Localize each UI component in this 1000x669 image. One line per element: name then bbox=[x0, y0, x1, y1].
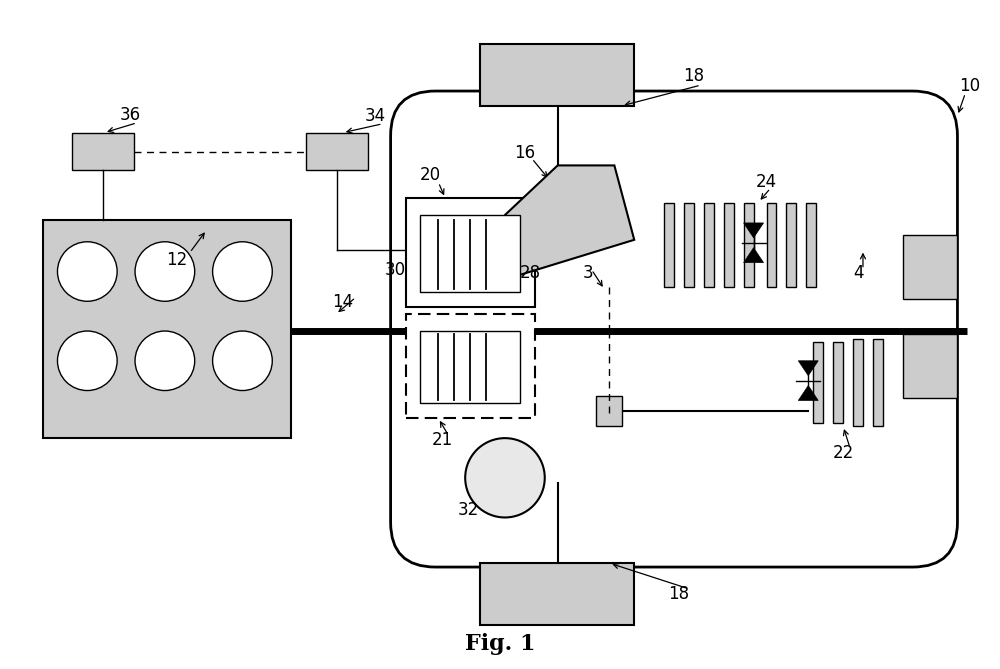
Bar bbox=[684, 203, 694, 288]
Polygon shape bbox=[505, 165, 634, 280]
Text: 4: 4 bbox=[853, 264, 863, 282]
FancyBboxPatch shape bbox=[391, 91, 957, 567]
Bar bbox=[420, 331, 520, 403]
Text: 30: 30 bbox=[385, 260, 406, 278]
Text: 14: 14 bbox=[332, 293, 353, 311]
Bar bbox=[853, 339, 863, 426]
Text: 10: 10 bbox=[959, 77, 980, 95]
Text: 18: 18 bbox=[668, 585, 690, 603]
Bar bbox=[406, 314, 535, 418]
Bar bbox=[903, 334, 957, 399]
Bar bbox=[903, 235, 957, 299]
Bar bbox=[72, 132, 134, 171]
Circle shape bbox=[135, 242, 195, 301]
Bar bbox=[813, 342, 823, 423]
Text: 16: 16 bbox=[514, 144, 535, 161]
Circle shape bbox=[57, 331, 117, 391]
Circle shape bbox=[213, 331, 272, 391]
Bar bbox=[420, 215, 520, 292]
Bar bbox=[724, 203, 734, 288]
Bar bbox=[744, 203, 754, 288]
Text: 36: 36 bbox=[120, 106, 141, 124]
Text: Fig. 1: Fig. 1 bbox=[465, 634, 535, 656]
Circle shape bbox=[465, 438, 545, 517]
Bar bbox=[873, 339, 883, 426]
Polygon shape bbox=[744, 223, 764, 237]
Text: 18: 18 bbox=[683, 67, 704, 85]
Text: 12: 12 bbox=[166, 251, 187, 269]
Text: 24: 24 bbox=[756, 173, 777, 191]
Text: 20: 20 bbox=[420, 167, 441, 185]
Bar bbox=[43, 220, 291, 438]
Bar bbox=[767, 203, 776, 288]
Bar bbox=[596, 397, 622, 426]
Bar bbox=[833, 342, 843, 423]
Bar bbox=[306, 132, 368, 171]
Circle shape bbox=[135, 331, 195, 391]
Bar bbox=[704, 203, 714, 288]
Text: 3: 3 bbox=[582, 264, 593, 282]
Polygon shape bbox=[798, 361, 818, 376]
Circle shape bbox=[213, 242, 272, 301]
Text: 28: 28 bbox=[519, 264, 540, 282]
Text: 34: 34 bbox=[365, 107, 386, 125]
Bar bbox=[406, 198, 535, 307]
Text: 32: 32 bbox=[458, 500, 479, 518]
Bar bbox=[786, 203, 796, 288]
Polygon shape bbox=[744, 248, 764, 263]
Polygon shape bbox=[798, 385, 818, 401]
Bar bbox=[480, 563, 634, 625]
Bar bbox=[806, 203, 816, 288]
Text: 22: 22 bbox=[832, 444, 854, 462]
Bar bbox=[480, 44, 634, 106]
Circle shape bbox=[57, 242, 117, 301]
Bar bbox=[664, 203, 674, 288]
Text: 21: 21 bbox=[432, 431, 453, 449]
